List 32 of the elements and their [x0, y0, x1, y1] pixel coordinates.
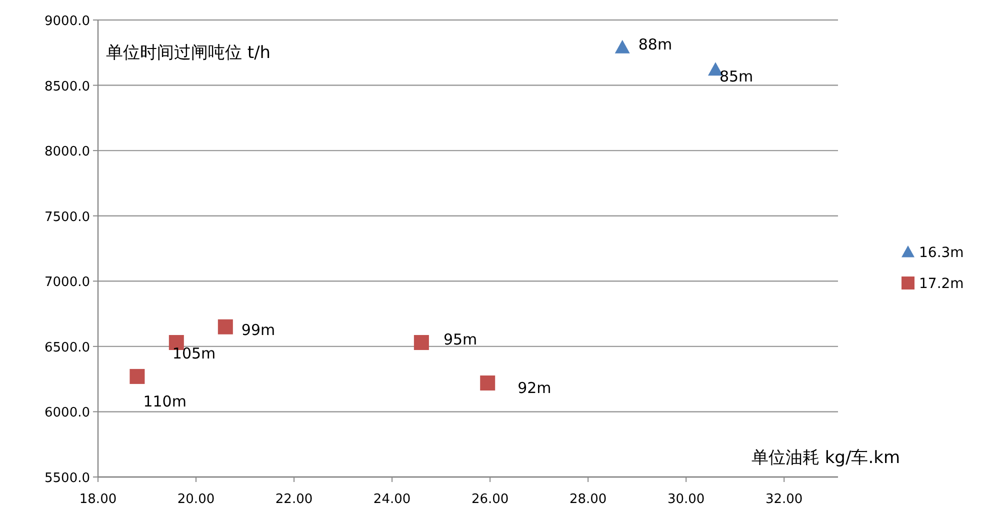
point [414, 335, 429, 350]
annotation: 88m [638, 35, 672, 54]
annotation: 105m [172, 344, 216, 363]
point [218, 319, 233, 334]
y-axis-title: 单位时间过闸吨位 t/h [106, 43, 271, 63]
legend-label: 16.3m [919, 245, 964, 261]
point [480, 375, 496, 390]
legend-label: 17.2m [919, 276, 964, 292]
y-tick-label: 6500.0 [44, 340, 90, 356]
x-tick-label: 28.00 [569, 492, 607, 507]
x-tick-label: 24.00 [373, 492, 411, 507]
point [614, 40, 630, 54]
x-tick-label: 18.00 [79, 492, 117, 507]
x-axis-title: 单位油耗 kg/车.km [751, 448, 900, 468]
x-tick-label: 32.00 [765, 492, 803, 507]
y-tick-label: 7500.0 [44, 210, 90, 225]
y-tick-label: 7000.0 [44, 275, 90, 290]
annotation: 85m [719, 68, 754, 86]
y-tick-label: 8500.0 [44, 79, 90, 94]
annotation: 99m [241, 320, 276, 339]
y-tick-label: 5500.0 [44, 471, 90, 486]
annotation: 110m [143, 392, 186, 410]
y-tick-label: 6000.0 [44, 406, 90, 421]
y-tick-label: 8000.0 [44, 144, 90, 160]
annotation: 95m [443, 330, 478, 349]
x-tick-label: 20.00 [177, 492, 215, 507]
x-tick-label: 30.00 [667, 492, 705, 507]
y-tick-label: 9000.0 [44, 14, 90, 29]
annotation: 92m [518, 378, 552, 397]
x-tick-label: 22.00 [275, 492, 313, 507]
point [130, 368, 145, 384]
x-tick-label: 26.00 [471, 492, 509, 507]
